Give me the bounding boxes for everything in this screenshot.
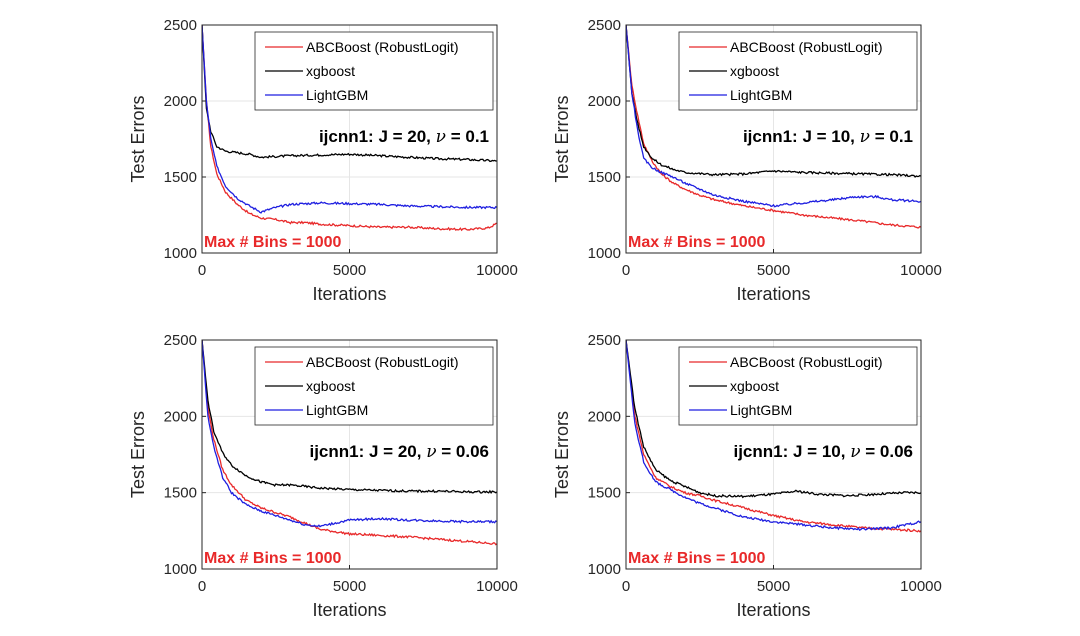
legend-label: ABCBoost (RobustLogit) bbox=[730, 39, 883, 55]
y-tick-label: 2000 bbox=[588, 408, 621, 425]
x-tick-label: 10000 bbox=[900, 578, 942, 595]
legend-label: ABCBoost (RobustLogit) bbox=[306, 354, 459, 370]
legend-label: LightGBM bbox=[730, 87, 792, 103]
x-axis-label: Iterations bbox=[736, 284, 810, 304]
series-line-lightgbm bbox=[626, 340, 921, 532]
series-line-abcboost-robustlogit bbox=[202, 25, 497, 232]
chart-panel-2: 0 5000 10000 1000 1500 2000 2500 Iterations Test… bbox=[552, 17, 942, 304]
series-line-xgboost bbox=[626, 340, 921, 499]
series-line-abcboost-robustlogit bbox=[626, 25, 921, 229]
legend-label: xgboost bbox=[730, 63, 779, 79]
y-tick-label: 1500 bbox=[588, 169, 621, 186]
bins-label: Max # Bins = 1000 bbox=[204, 550, 342, 567]
y-tick-label: 2500 bbox=[588, 332, 621, 349]
series-line-lightgbm bbox=[626, 25, 921, 208]
chart-panel-4: 0 5000 10000 1000 1500 2000 2500 Iterations Test… bbox=[552, 332, 942, 620]
panel-annotation: ijcnn1: J = 10, ν = 0.06 bbox=[733, 442, 913, 462]
series-line-xgboost bbox=[626, 25, 921, 178]
y-tick-label: 1500 bbox=[588, 485, 621, 502]
x-tick-label: 10000 bbox=[476, 578, 518, 595]
x-tick-label: 0 bbox=[622, 578, 630, 595]
series-line-abcboost-robustlogit bbox=[626, 340, 921, 533]
x-tick-label: 0 bbox=[198, 262, 206, 279]
y-tick-label: 2500 bbox=[588, 17, 621, 34]
legend-label: xgboost bbox=[730, 378, 779, 394]
y-tick-label: 1000 bbox=[164, 245, 197, 262]
panel-annotation: ijcnn1: J = 10, ν = 0.1 bbox=[743, 127, 913, 147]
x-tick-label: 10000 bbox=[476, 262, 518, 279]
x-tick-label: 0 bbox=[198, 578, 206, 595]
y-tick-label: 2500 bbox=[164, 332, 197, 349]
x-tick-label: 10000 bbox=[900, 262, 942, 279]
bins-label: Max # Bins = 1000 bbox=[628, 234, 766, 251]
y-tick-label: 1000 bbox=[164, 561, 197, 578]
y-axis-label: Test Errors bbox=[128, 95, 148, 182]
y-tick-label: 1000 bbox=[588, 245, 621, 262]
y-axis-label: Test Errors bbox=[552, 95, 572, 182]
panel-annotation: ijcnn1: J = 20, ν = 0.1 bbox=[319, 127, 489, 147]
y-axis-label: Test Errors bbox=[128, 411, 148, 498]
y-tick-label: 2000 bbox=[164, 408, 197, 425]
series-line-lightgbm bbox=[202, 340, 497, 528]
series-line-xgboost bbox=[202, 25, 497, 163]
y-tick-label: 1500 bbox=[164, 169, 197, 186]
chart-panel-1: 0 5000 10000 1000 1500 2000 2500 Iterations Test… bbox=[128, 17, 518, 304]
legend-label: xgboost bbox=[306, 63, 355, 79]
x-tick-label: 5000 bbox=[333, 578, 366, 595]
x-axis-label: Iterations bbox=[312, 284, 386, 304]
x-tick-label: 5000 bbox=[333, 262, 366, 279]
series-line-xgboost bbox=[202, 340, 497, 494]
legend-label: LightGBM bbox=[306, 402, 368, 418]
y-tick-label: 2000 bbox=[588, 93, 621, 110]
series-line-abcboost-robustlogit bbox=[202, 340, 497, 546]
x-tick-label: 0 bbox=[622, 262, 630, 279]
chart-panel-3: 0 5000 10000 1000 1500 2000 2500 Iterations Test… bbox=[128, 332, 518, 620]
legend-label: ABCBoost (RobustLogit) bbox=[730, 354, 883, 370]
panel-annotation: ijcnn1: J = 20, ν = 0.06 bbox=[309, 442, 489, 462]
legend-label: ABCBoost (RobustLogit) bbox=[306, 39, 459, 55]
x-axis-label: Iterations bbox=[312, 600, 386, 620]
y-tick-label: 1500 bbox=[164, 485, 197, 502]
x-tick-label: 5000 bbox=[757, 262, 790, 279]
legend-label: LightGBM bbox=[306, 87, 368, 103]
y-axis-label: Test Errors bbox=[552, 411, 572, 498]
x-tick-label: 5000 bbox=[757, 578, 790, 595]
y-tick-label: 2000 bbox=[164, 93, 197, 110]
bins-label: Max # Bins = 1000 bbox=[204, 234, 342, 251]
y-tick-label: 1000 bbox=[588, 561, 621, 578]
legend-label: LightGBM bbox=[730, 402, 792, 418]
bins-label: Max # Bins = 1000 bbox=[628, 550, 766, 567]
series-line-lightgbm bbox=[202, 25, 497, 214]
x-axis-label: Iterations bbox=[736, 600, 810, 620]
legend-label: xgboost bbox=[306, 378, 355, 394]
y-tick-label: 2500 bbox=[164, 17, 197, 34]
